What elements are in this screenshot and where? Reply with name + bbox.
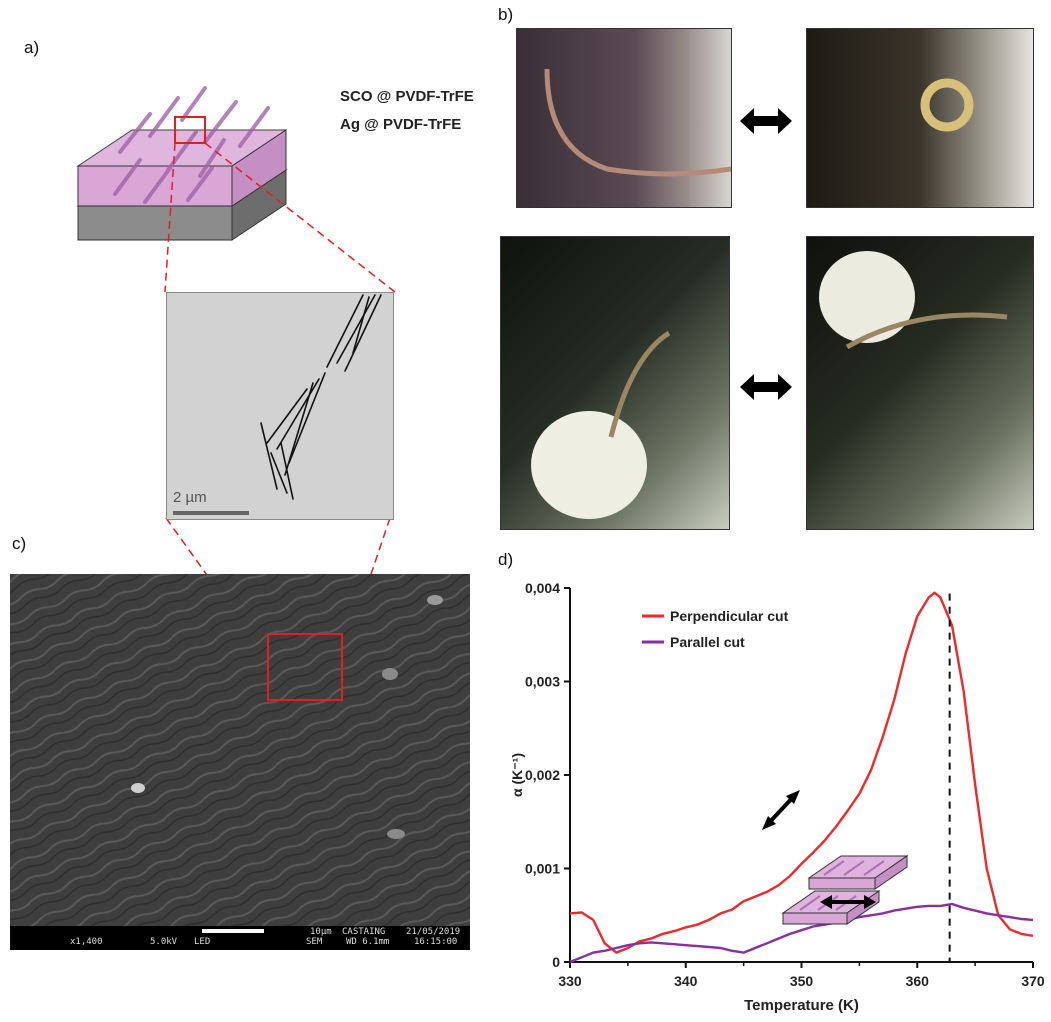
sem-info-bar: x1,400 5.0kV LED SEM WD 6.1mm 16:15:00 1… [10,926,470,950]
double-arrow-icon-bottom [740,374,792,400]
highlight-square-a [174,116,206,144]
double-arrow-icon-top [740,108,792,134]
tem-scale-label: 2 µm [173,489,207,506]
photo-film-weight-down [500,236,730,530]
x-tick-label: 370 [1021,973,1045,989]
x-axis-label: Temperature (K) [744,997,859,1014]
sem-scale-label: 10µm [310,927,332,937]
ag-layer-front [77,205,233,241]
panel-label-a: a) [24,38,40,57]
photo-film-curled [806,28,1034,208]
sem-surface [10,574,470,926]
photo-film-flat [516,28,732,208]
sem-mode: SEM [306,937,323,947]
legend-label-perpendicular: Perpendicular cut [670,608,789,624]
highlight-square-c [267,633,343,701]
photo-film-weight-lifted [806,236,1034,530]
series-parallel-line [569,902,1034,964]
y-tick-label: 0 [552,954,560,970]
chart-legend: Perpendicular cut Parallel cut [642,608,789,650]
legend-label-parallel: Parallel cut [670,634,745,650]
sem-working-distance: WD 6.1mm [346,937,390,947]
sem-magnification: x1,400 [70,937,103,947]
needles-group [113,86,270,204]
sem-image: x1,400 5.0kV LED SEM WD 6.1mm 16:15:00 1… [10,574,470,950]
panel-label-b: b) [498,5,514,24]
sem-time: 16:15:00 [414,937,458,947]
sem-detector: LED [194,937,211,947]
tem-needle-crystals [260,294,382,500]
sco-layer-side [231,129,287,207]
sem-voltage: 5.0kV [150,937,178,947]
layer-label-sco: SCO @ PVDF-TrFE [340,88,474,105]
tem-image: 2 µm [166,292,394,520]
sem-operator: CASTAING [342,927,386,937]
panel-label-d: d) [498,550,514,569]
x-tick-label: 350 [790,973,814,989]
layer-label-ag: Ag @ PVDF-TrFE [340,116,462,133]
series-perpendicular-line [569,591,1034,954]
x-tick-label: 330 [558,973,582,989]
y-axis-label: α (K⁻¹) [509,753,525,797]
y-tick-label: 0,003 [525,674,560,690]
thermal-expansion-chart: 330 340 350 360 370 0 0,001 0,002 0,003 0,004 Per… [509,580,1045,1014]
x-tick-label: 340 [674,973,698,989]
y-tick-label: 0,001 [525,861,560,877]
y-tick-label: 0,002 [525,767,560,783]
inset-film-parallel [807,855,909,909]
sem-date: 21/05/2019 [406,927,461,937]
y-tick-label: 0,004 [525,580,560,596]
layer-schematic [76,86,396,600]
panel-label-c: c) [12,534,27,553]
x-tick-label: 360 [906,973,930,989]
sem-scale-bar [202,929,264,933]
